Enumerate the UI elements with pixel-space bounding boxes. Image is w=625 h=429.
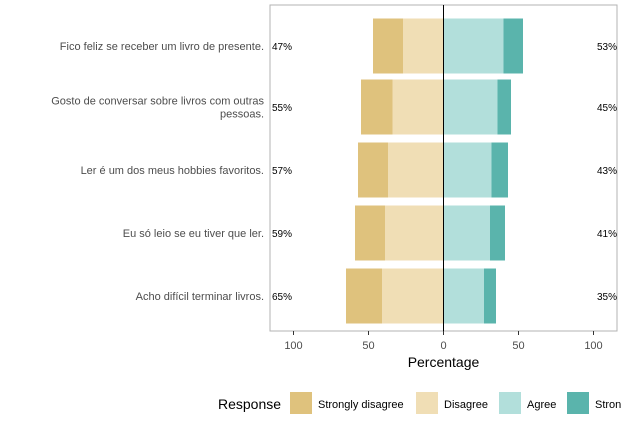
x-tick-label: 0 [440,340,446,352]
legend-label: Stron [595,399,621,411]
legend-label: Agree [527,399,556,411]
x-tick-label: 100 [584,340,602,352]
right-percent-label: 43% [597,166,617,177]
left-percent-label: 59% [272,229,292,240]
bar-strongly-disagree [346,268,382,324]
x-tick-label: 50 [362,340,374,352]
x-axis: 100 50 0 50 100 Percentage [284,331,603,370]
category-label: Ler é um dos meus hobbies favoritos. [81,165,264,177]
bar-disagree [382,268,444,324]
bar-agree [443,18,504,74]
legend-title: Response [218,396,281,412]
bar-strongly-agree [497,79,511,135]
legend-key-disagree [416,392,438,414]
bar-strongly-agree [491,142,508,198]
bar-strongly-agree [503,18,523,74]
legend: Response Strongly disagree Disagree Agree St… [218,392,621,414]
x-tick-label: 100 [284,340,302,352]
bar-strongly-agree [490,205,505,261]
bar-disagree [388,142,444,198]
bar-strongly-disagree [373,18,403,74]
bar-agree [443,205,490,261]
bar-agree [443,79,498,135]
bar-strongly-disagree [361,79,393,135]
bar-disagree [403,18,444,74]
x-axis-title: Percentage [408,354,480,370]
right-percent-label: 53% [597,42,617,53]
category-label: pessoas. [220,109,264,121]
legend-key-agree [499,392,521,414]
right-percent-label: 35% [597,292,617,303]
left-percent-label: 57% [272,166,292,177]
legend-key-strongly-disagree [290,392,312,414]
right-percent-label: 41% [597,229,617,240]
left-percent-label: 55% [272,103,292,114]
category-label: Eu só leio se eu tiver que ler. [123,228,264,240]
bar-agree [443,268,484,324]
bar-disagree [385,205,444,261]
right-percent-label: 45% [597,103,617,114]
legend-key-strongly-agree [567,392,589,414]
left-percent-label: 65% [272,292,292,303]
x-tick-label: 50 [512,340,524,352]
legend-label: Strongly disagree [318,399,404,411]
bar-strongly-disagree [358,142,388,198]
category-label: Fico feliz se receber um livro de presen… [60,41,264,53]
bar-strongly-agree [484,268,496,324]
category-label: Gosto de conversar sobre livros com outr… [51,96,264,108]
legend-label: Disagree [444,399,488,411]
bars-layer [346,5,523,331]
left-percent-label: 47% [272,42,292,53]
bar-strongly-disagree [355,205,385,261]
bar-agree [443,142,492,198]
category-label: Acho difícil terminar livros. [136,291,264,303]
bar-disagree [392,79,444,135]
labels-layer: Fico feliz se receber um livro de presen… [51,41,617,303]
